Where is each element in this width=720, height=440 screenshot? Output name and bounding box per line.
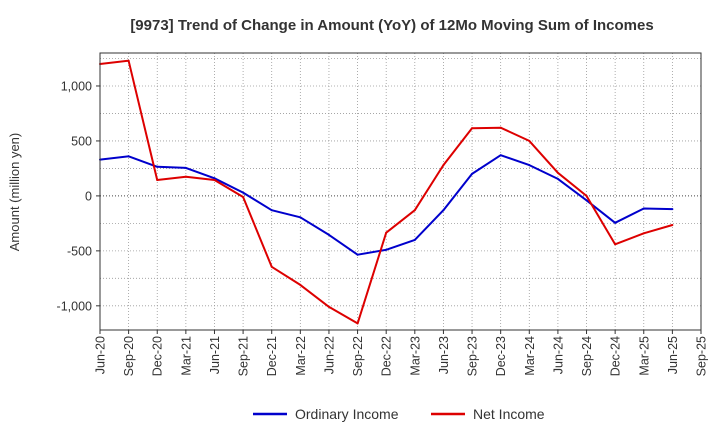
data-point — [213, 178, 216, 181]
data-point — [385, 231, 388, 234]
x-tick-label: Sep-22 — [351, 336, 365, 376]
data-point — [327, 305, 330, 308]
data-point — [356, 253, 359, 256]
x-tick-label: Dec-21 — [265, 336, 279, 376]
data-point — [528, 164, 531, 167]
data-point — [671, 224, 674, 227]
data-point — [242, 195, 245, 198]
data-point — [156, 165, 159, 168]
legend-label: Ordinary Income — [295, 406, 399, 422]
data-point — [471, 172, 474, 175]
data-point — [127, 59, 130, 62]
data-point — [327, 233, 330, 236]
x-tick-label: Sep-25 — [695, 336, 709, 376]
data-point — [585, 194, 588, 197]
data-point — [385, 248, 388, 251]
x-tick-label: Jun-21 — [208, 336, 222, 374]
x-axis: Jun-20 Sep-20 Dec-20 Mar-21 Jun-21 Sep-21 Dec-… — [94, 330, 709, 376]
data-point — [270, 265, 273, 268]
data-point — [299, 283, 302, 286]
x-tick-label: Jun-24 — [551, 336, 565, 374]
x-tick-label: Jun-25 — [666, 336, 680, 374]
legend: Ordinary Income Net Income — [253, 406, 545, 422]
plot-area — [99, 52, 702, 331]
data-point — [528, 139, 531, 142]
y-tick-label: -1,000 — [57, 299, 92, 313]
data-point — [127, 155, 130, 158]
x-tick-label: Jun-22 — [322, 336, 336, 374]
data-point — [442, 164, 445, 167]
x-tick-label: Dec-23 — [494, 336, 508, 376]
x-tick-label: Sep-21 — [237, 336, 251, 376]
data-point — [356, 322, 359, 325]
x-tick-label: Mar-22 — [294, 336, 308, 376]
data-point — [614, 243, 617, 246]
data-point — [299, 216, 302, 219]
series-line-net-income — [99, 59, 673, 325]
x-tick-label: Dec-22 — [380, 336, 394, 376]
data-point — [556, 177, 559, 180]
y-tick-label: 0 — [85, 189, 92, 203]
data-point — [242, 191, 245, 194]
y-axis-label: Amount (million yen) — [7, 133, 22, 252]
data-point — [213, 177, 216, 180]
x-tick-label: Mar-25 — [637, 336, 651, 376]
x-tick-label: Jun-20 — [94, 336, 108, 374]
x-tick-label: Sep-20 — [122, 336, 136, 376]
data-point — [671, 208, 674, 211]
x-tick-label: Sep-24 — [580, 336, 594, 376]
data-point — [499, 154, 502, 157]
x-tick-label: Jun-23 — [437, 336, 451, 374]
x-tick-label: Dec-24 — [609, 336, 623, 376]
x-tick-label: Mar-21 — [179, 336, 193, 376]
y-tick-label: -500 — [67, 244, 92, 258]
data-point — [556, 171, 559, 174]
data-point — [442, 209, 445, 212]
x-tick-label: Mar-23 — [408, 336, 422, 376]
x-tick-label: Sep-23 — [466, 336, 480, 376]
data-point — [642, 232, 645, 235]
data-point — [499, 126, 502, 129]
data-point — [585, 199, 588, 202]
y-axis: 1,000 500 0 -500 -1,000 — [57, 79, 100, 313]
x-tick-label: Dec-20 — [151, 336, 165, 376]
data-point — [413, 238, 416, 241]
legend-label: Net Income — [473, 406, 545, 422]
data-point — [642, 207, 645, 210]
y-tick-label: 1,000 — [61, 79, 92, 93]
data-point — [184, 175, 187, 178]
data-point — [471, 127, 474, 130]
chart-title: [9973] Trend of Change in Amount (YoY) o… — [130, 17, 653, 34]
data-point — [156, 178, 159, 181]
y-tick-label: 500 — [71, 134, 92, 148]
data-point — [413, 209, 416, 212]
grid-lines — [100, 53, 701, 330]
x-tick-label: Mar-24 — [523, 336, 537, 376]
data-point — [270, 209, 273, 212]
data-point — [184, 166, 187, 169]
data-point — [614, 221, 617, 224]
